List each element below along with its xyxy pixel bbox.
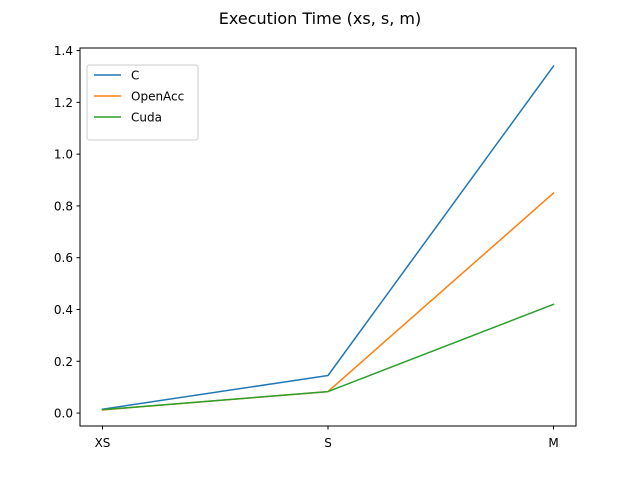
x-axis: XS S M (95, 426, 559, 450)
chart-title: Execution Time (xs, s, m) (219, 9, 421, 28)
x-tick-label-xs: XS (95, 436, 111, 450)
series-line-openacc (101, 191, 555, 411)
y-tick-label: 0.0 (54, 407, 73, 421)
legend: C OpenAcc Cuda (86, 64, 199, 141)
legend-label-c: C (131, 69, 139, 83)
y-tick-label: 0.8 (54, 199, 73, 213)
y-tick-label: 0.2 (54, 355, 73, 369)
series-line-cuda (101, 303, 555, 411)
y-tick-label: 1.4 (54, 44, 73, 58)
x-tick-label-m: M (548, 436, 558, 450)
legend-box (86, 64, 199, 141)
legend-label-openacc: OpenAcc (131, 90, 184, 104)
y-axis: 0.0 0.2 0.4 0.6 0.8 1.0 1.2 1.4 (54, 44, 80, 421)
x-tick-label-s: S (324, 436, 332, 450)
series-line-c (101, 65, 555, 411)
series-layer (101, 65, 555, 411)
y-tick-label: 1.0 (54, 148, 73, 162)
y-tick-label: 1.2 (54, 96, 73, 110)
y-tick-label: 0.6 (54, 251, 73, 265)
y-tick-label: 0.4 (54, 303, 73, 317)
legend-label-cuda: Cuda (131, 111, 162, 125)
